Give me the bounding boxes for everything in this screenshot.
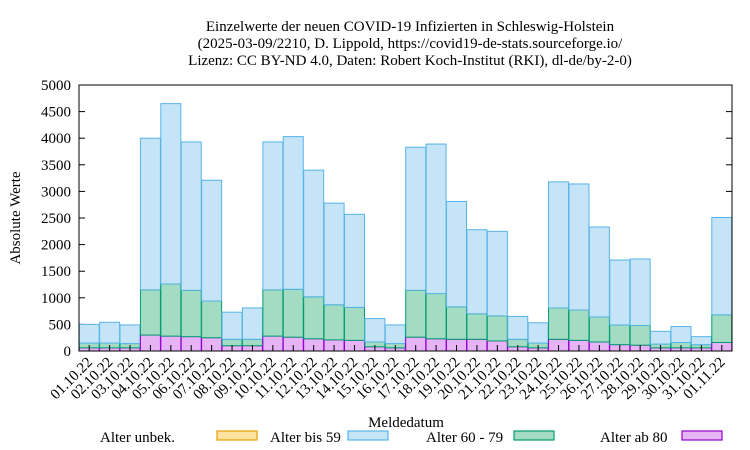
- bar-segment: [405, 146, 427, 291]
- bar-segment: [405, 289, 427, 338]
- bar-segment: [568, 183, 590, 311]
- x-axis-label: Meldedatum: [368, 415, 444, 431]
- y-axis-label: Absolute Werte: [8, 171, 24, 264]
- legend-label: Alter ab 80: [600, 430, 667, 446]
- legend-label: Alter bis 59: [270, 430, 341, 446]
- bars: [78, 103, 733, 352]
- bar-segment: [303, 169, 325, 298]
- bar-segment: [588, 316, 610, 343]
- x-axis: 01.10.2202.10.2203.10.2204.10.2205.10.22…: [48, 345, 729, 403]
- y-tick-label: 4000: [41, 131, 71, 147]
- chart-title: Einzelwerte der neuen COVID-19 Infiziert…: [188, 19, 632, 69]
- title-line-3: Lizenz: CC BY-ND 4.0, Daten: Robert Koch…: [188, 53, 632, 69]
- bar-segment: [364, 318, 386, 343]
- legend-swatch: [347, 430, 389, 441]
- bar-segment: [180, 289, 202, 338]
- bar-segment: [609, 324, 631, 346]
- y-tick-label: 3000: [41, 184, 71, 200]
- bar-segment: [466, 313, 488, 340]
- bar-segment: [201, 300, 223, 339]
- bar-segment: [486, 230, 508, 317]
- bar-segment: [425, 143, 447, 295]
- y-tick-label: 5000: [41, 78, 71, 94]
- bar-segment: [282, 136, 304, 290]
- bar-segment: [343, 213, 365, 308]
- bar-segment: [262, 141, 284, 291]
- y-axis: 0 500 1000 1500 2000 2500 3000 3500 4000 4500 5000: [41, 78, 732, 360]
- y-tick-label: 0: [64, 344, 72, 360]
- bar-segment: [384, 324, 406, 345]
- y-tick-label: 1500: [41, 264, 71, 280]
- bar-segment: [711, 216, 733, 316]
- bar-segment: [343, 306, 365, 341]
- bar-segment: [670, 326, 692, 343]
- bar-segment: [711, 314, 733, 343]
- bar-segment: [119, 324, 141, 345]
- y-tick-label: 3500: [41, 158, 71, 174]
- plot-frame: [78, 84, 733, 352]
- bar-segment: [466, 229, 488, 315]
- legend-swatch: [681, 430, 723, 441]
- bar-segment: [609, 259, 631, 326]
- legend-label: Alter 60 - 79: [426, 430, 503, 446]
- bar-segment: [282, 288, 304, 338]
- bar-segment: [139, 289, 161, 336]
- bar-segment: [650, 330, 672, 345]
- bar-segment: [486, 315, 508, 342]
- bar-segment: [548, 307, 570, 340]
- bar-segment: [507, 315, 529, 340]
- bar-segment: [425, 293, 447, 340]
- bar-segment: [446, 201, 468, 308]
- bar-segment: [201, 179, 223, 302]
- bar-segment: [548, 181, 570, 309]
- bar-segment: [221, 311, 243, 340]
- legend-swatch: [513, 430, 555, 441]
- y-tick-label: 500: [49, 317, 72, 333]
- legend: Alter unbek. Alter bis 59 Alter 60 - 79 Alt…: [100, 430, 723, 446]
- bar-segment: [160, 283, 182, 337]
- title-line-1: Einzelwerte der neuen COVID-19 Infiziert…: [206, 19, 615, 35]
- bar-segment: [180, 141, 202, 291]
- y-tick-label: 2000: [41, 238, 71, 254]
- bar-segment: [527, 322, 549, 344]
- bar-segment: [241, 338, 263, 347]
- bar-segment: [303, 296, 325, 340]
- bar-segment: [241, 307, 263, 340]
- bar-segment: [629, 324, 651, 346]
- legend-swatch: [216, 430, 258, 441]
- title-line-2: (2025-03-09/2210, D. Lippold, https://co…: [198, 36, 623, 52]
- bar-segment: [99, 321, 121, 344]
- bar-segment: [323, 304, 345, 341]
- y-tick-label: 2500: [41, 211, 71, 227]
- bar-segment: [160, 103, 182, 285]
- bar-segment: [139, 137, 161, 291]
- y-tick-label: 1000: [41, 291, 71, 307]
- bar-segment: [588, 226, 610, 318]
- bar-segment: [629, 258, 651, 326]
- bar-segment: [690, 336, 712, 346]
- bar-segment: [446, 306, 468, 340]
- bar-segment: [323, 202, 345, 306]
- bar-segment: [78, 323, 100, 344]
- y-tick-label: 4500: [41, 105, 71, 121]
- bar-segment: [568, 309, 590, 341]
- bar-segment: [221, 338, 243, 347]
- legend-label: Alter unbek.: [100, 430, 175, 446]
- bar-segment: [262, 289, 284, 337]
